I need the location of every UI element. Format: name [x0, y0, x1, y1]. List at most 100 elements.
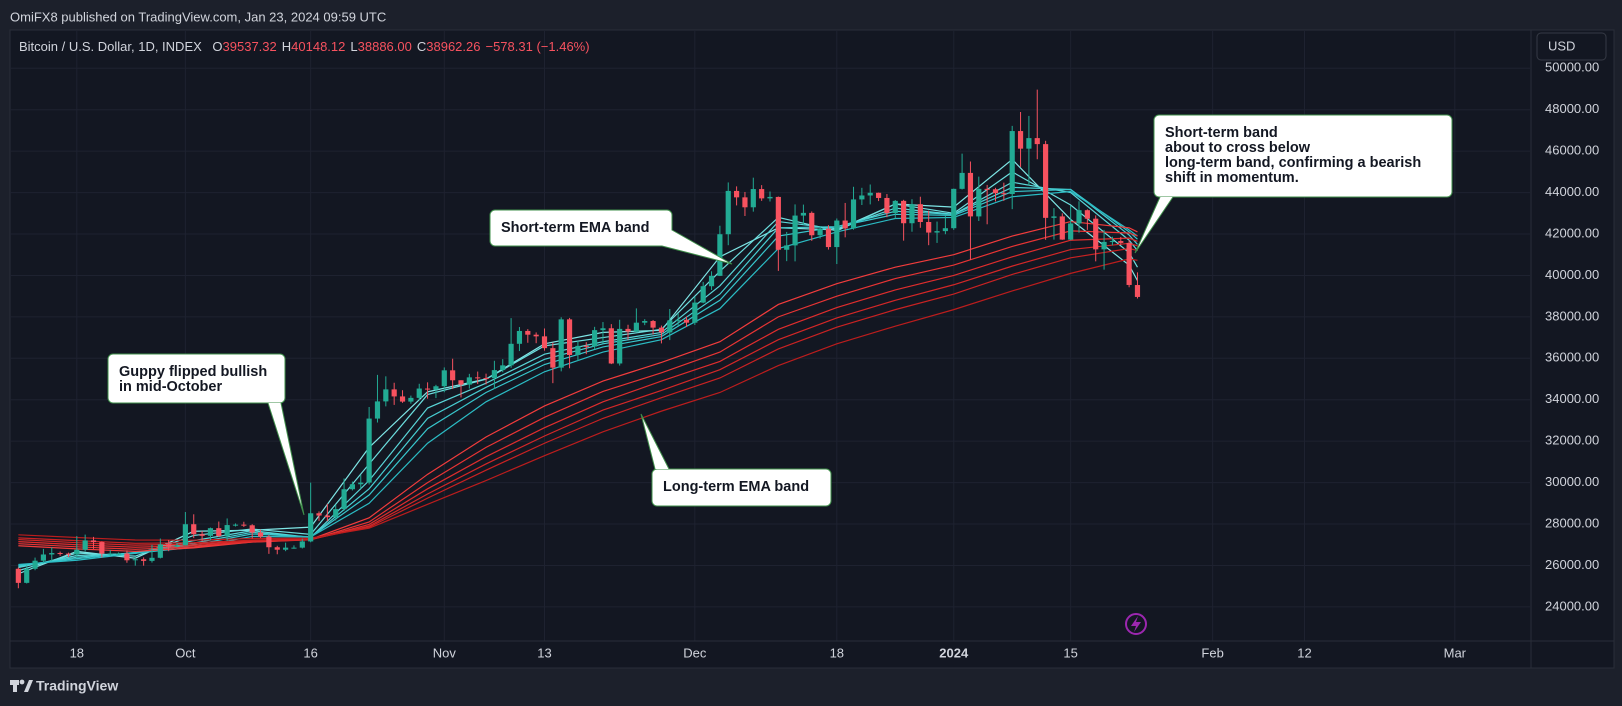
candle-body	[767, 196, 773, 199]
x-tick-label: Nov	[433, 645, 457, 660]
candle-body	[65, 553, 72, 555]
candle-body	[115, 553, 122, 555]
currency[interactable]: USD	[1548, 38, 1575, 53]
candle-body	[416, 388, 422, 398]
publisher: OmiFX8 published on TradingView.com, Jan…	[10, 9, 386, 24]
candle-body	[508, 343, 514, 366]
axes: 24000.00 26000.00 28000.00 30000.00 32000.00…	[70, 60, 1600, 661]
candle-body	[642, 321, 648, 323]
candle-body	[533, 334, 539, 337]
icon-bolt	[1131, 616, 1141, 632]
candle-body	[408, 397, 414, 402]
x-tick-label: Mar	[1444, 645, 1467, 660]
candle-body	[149, 557, 155, 561]
candle-body	[759, 189, 765, 199]
x-tick-label: Oct	[175, 645, 196, 660]
callout-text: Long-term EMA band	[663, 479, 809, 495]
candle-body	[216, 528, 222, 537]
candle-body	[466, 377, 472, 385]
candle-body	[157, 544, 163, 558]
candle-body	[683, 319, 690, 323]
candle-body	[1059, 216, 1065, 240]
candle-body	[892, 200, 898, 214]
candle-body	[959, 172, 965, 189]
candle-body	[1026, 138, 1032, 149]
candle-body	[1034, 138, 1040, 145]
candle-body	[299, 541, 305, 548]
candle-body	[433, 386, 439, 390]
x-tick-label: Feb	[1201, 645, 1223, 660]
y-tick-label: 40000.00	[1545, 267, 1599, 282]
candle-body	[1126, 242, 1132, 285]
candle-body	[942, 228, 948, 232]
candle-body	[458, 380, 464, 385]
candle-body	[875, 192, 882, 198]
candle-body	[483, 377, 489, 379]
candle-body	[692, 302, 698, 323]
x-tick-label: 18	[830, 645, 844, 660]
ohlc-key: C	[417, 39, 426, 54]
candle-body	[775, 196, 781, 250]
callout-box	[651, 468, 832, 507]
candle-body	[750, 189, 756, 208]
callout-text: Guppy flipped bullish	[119, 364, 267, 380]
candle-body	[1134, 285, 1141, 297]
candle-body	[617, 328, 623, 364]
candle-body	[667, 320, 673, 333]
candle-body	[450, 370, 456, 381]
candle-body	[700, 286, 706, 303]
candle-body	[82, 540, 88, 550]
candle-body	[566, 319, 573, 355]
candle-body	[124, 553, 130, 561]
callout-text: Short-term band	[1165, 125, 1278, 141]
candle-body	[32, 560, 38, 569]
candle-body	[825, 228, 832, 248]
candle-body	[541, 336, 548, 349]
callout-box	[107, 353, 286, 404]
brand-logo	[10, 679, 33, 692]
candle-body	[1118, 241, 1124, 243]
x-tick-label: 16	[303, 645, 317, 660]
candle-body	[274, 547, 280, 550]
candle-body	[166, 544, 172, 547]
candle-body	[241, 524, 247, 526]
candle-body	[558, 319, 564, 368]
candle-body	[884, 197, 890, 214]
candle-body	[976, 188, 982, 217]
candle-body	[850, 199, 857, 229]
logo-part	[19, 679, 25, 685]
candle-body	[24, 568, 30, 583]
callout-text: shift in momentum.	[1165, 170, 1299, 186]
candle-body	[1076, 210, 1082, 224]
candle-body	[232, 524, 239, 526]
candle-body	[1101, 241, 1107, 250]
candle-body	[99, 542, 105, 554]
y-tick-label: 28000.00	[1545, 515, 1599, 530]
candle-body	[266, 536, 272, 548]
candle-body	[15, 568, 21, 583]
candle-body	[74, 549, 80, 555]
candle-body	[625, 328, 631, 332]
candle-body	[132, 559, 138, 561]
currency-button[interactable]	[1536, 32, 1607, 61]
x-tick-label: Dec	[683, 645, 707, 660]
candle-body	[809, 212, 815, 236]
ohlc-value: 39537.32	[223, 39, 277, 54]
y-tick-label: 48000.00	[1545, 101, 1599, 116]
candle-body	[174, 545, 180, 547]
candle-body	[383, 389, 389, 402]
callout-box	[489, 209, 673, 247]
candle-body	[834, 220, 840, 248]
candle-body	[842, 220, 848, 229]
y-tick-label: 46000.00	[1545, 143, 1599, 158]
candle-body	[934, 231, 940, 233]
brand: TradingView	[36, 678, 118, 694]
y-tick-label: 32000.00	[1545, 433, 1599, 448]
x-tick-label: 2024	[939, 645, 969, 660]
icon-ring	[1125, 613, 1147, 635]
callout-text: about to cross below	[1165, 140, 1311, 156]
candle-body	[800, 212, 806, 216]
legend: Bitcoin / U.S. Dollar, 1D, INDEX O39537.…	[19, 39, 590, 54]
x-tick-label: 13	[537, 645, 551, 660]
